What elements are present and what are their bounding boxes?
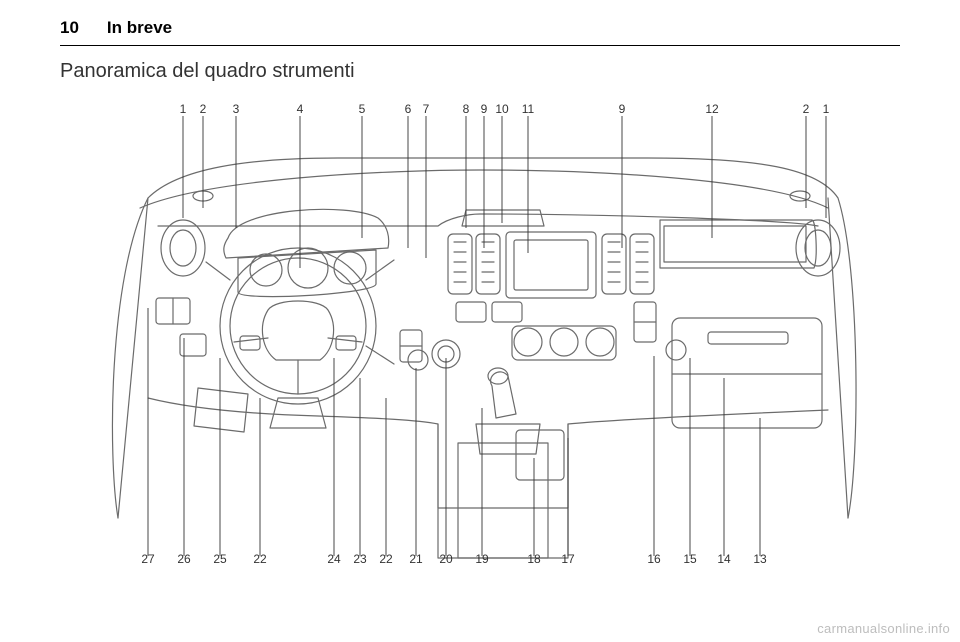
- callout-label: 26: [174, 552, 194, 566]
- callout-label: 27: [138, 552, 158, 566]
- watermark: carmanualsonline.info: [817, 621, 950, 636]
- callout-label: 2: [193, 102, 213, 116]
- callout-label: 9: [612, 102, 632, 116]
- callout-label: 7: [416, 102, 436, 116]
- callout-label: 19: [472, 552, 492, 566]
- page-number: 10: [60, 18, 79, 38]
- page-header: 10 In breve: [60, 18, 900, 46]
- callout-label: 4: [290, 102, 310, 116]
- callout-label: 12: [702, 102, 722, 116]
- callout-label: 6: [398, 102, 418, 116]
- callout-label: 18: [524, 552, 544, 566]
- callout-label: 17: [558, 552, 578, 566]
- chapter-title: In breve: [107, 18, 172, 38]
- callout-label: 3: [226, 102, 246, 116]
- callout-label: 1: [816, 102, 836, 116]
- callout-label: 25: [210, 552, 230, 566]
- dashboard-diagram: 123456789101191221 272625222423222120191…: [88, 98, 872, 572]
- callout-label: 24: [324, 552, 344, 566]
- callout-label: 21: [406, 552, 426, 566]
- callout-label: 1: [173, 102, 193, 116]
- callout-label: 15: [680, 552, 700, 566]
- callout-label: 10: [492, 102, 512, 116]
- callout-label: 2: [796, 102, 816, 116]
- callout-label: 13: [750, 552, 770, 566]
- callout-label: 9: [474, 102, 494, 116]
- section-title: Panoramica del quadro strumenti: [60, 60, 355, 83]
- callout-label: 22: [376, 552, 396, 566]
- callout-label: 8: [456, 102, 476, 116]
- callout-label: 16: [644, 552, 664, 566]
- callout-label: 23: [350, 552, 370, 566]
- callout-label: 20: [436, 552, 456, 566]
- manual-page: 10 In breve Panoramica del quadro strume…: [0, 0, 960, 642]
- callout-label: 5: [352, 102, 372, 116]
- callout-label: 11: [518, 102, 538, 116]
- callout-label: 14: [714, 552, 734, 566]
- callout-label: 22: [250, 552, 270, 566]
